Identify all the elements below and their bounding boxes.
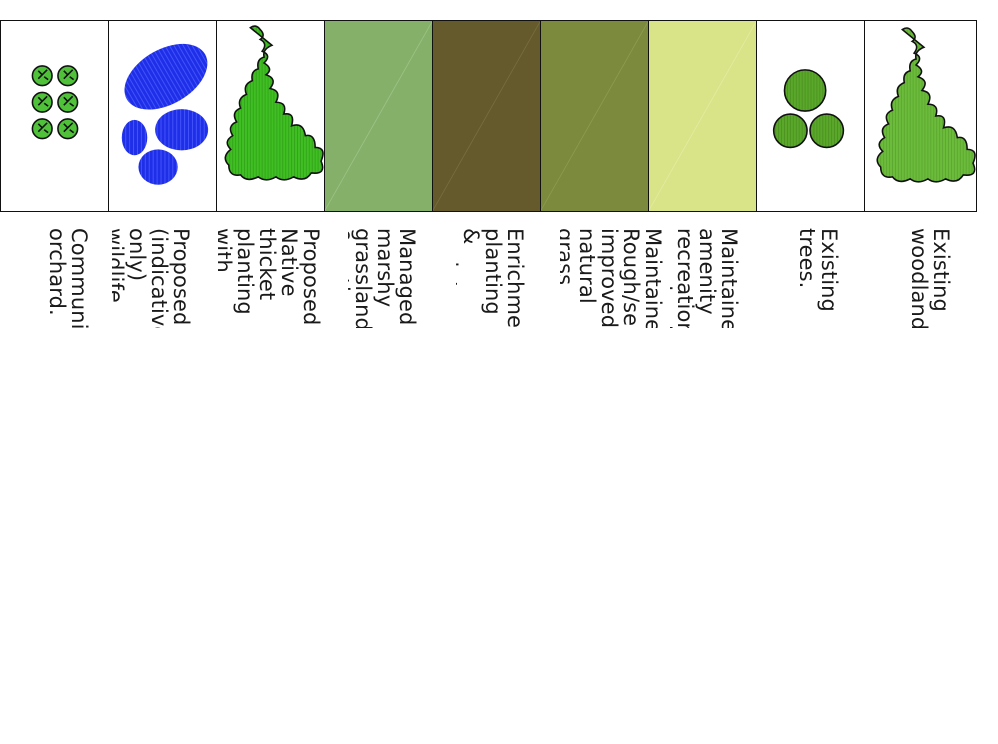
swatch-wildlife-ponds (108, 20, 217, 212)
legend-label-amenity-grassland: Maintained/mown amenity recreation grass… (670, 228, 740, 328)
legend-label-marshy-grassland: Managed marshy grassland & native wetlan… (348, 228, 418, 328)
swatch-amenity-grassland (648, 20, 757, 212)
diagonal-hatch (541, 21, 648, 211)
pond-icon (121, 43, 209, 185)
woodland-icon (876, 27, 976, 183)
diagonal-hatch (325, 21, 432, 211)
swatch-existing-trees (756, 20, 865, 212)
orchard-icon (31, 65, 79, 140)
legend-label-wildlife-ponds: Proposed (indicative only) wildlife pond… (112, 228, 192, 328)
diagonal-hatch (433, 21, 540, 211)
swatch-existing-woodlands (864, 20, 977, 212)
thicket-icon (224, 25, 324, 181)
swatch-rough-grassland (540, 20, 649, 212)
swatch-marshy-grassland (324, 20, 433, 212)
legend-label-enrichment-planting: Enrichment planting & maintenance: mixed… (456, 228, 526, 328)
swatch-community-orchard (0, 20, 109, 212)
legend-label-existing-woodlands: Existing woodlands. (912, 228, 952, 328)
legend-label-existing-trees: Existing trees. (800, 228, 840, 312)
legend-label-rough-grassland: Maintained Rough/semi-improved natural g… (560, 228, 664, 328)
legend-label-community-orchard: Community orchard. (45, 228, 90, 328)
tree-icon (772, 69, 845, 149)
swatch-thicket-planting (216, 20, 325, 212)
swatch-enrichment-planting (432, 20, 541, 212)
legend-label-thicket-planting: Proposed Native thicket planting with fe… (218, 228, 322, 326)
diagonal-hatch (649, 21, 756, 211)
